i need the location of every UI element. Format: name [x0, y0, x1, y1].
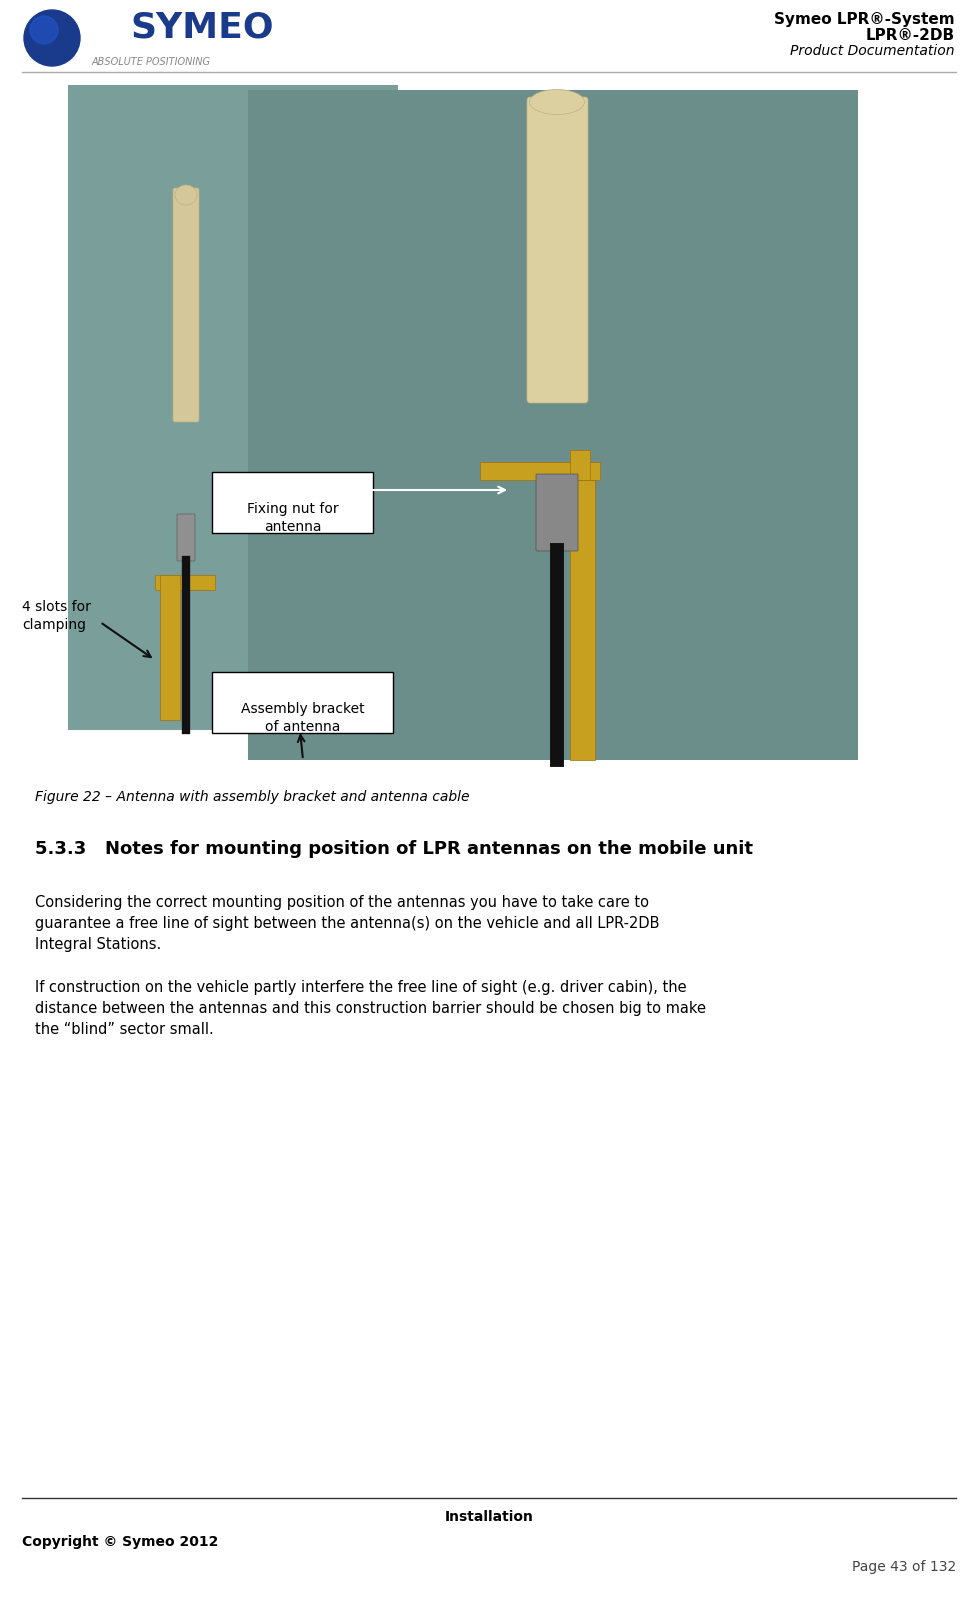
Text: Fixing nut for
antenna: Fixing nut for antenna [247, 502, 338, 534]
Circle shape [30, 16, 58, 45]
FancyBboxPatch shape [535, 475, 577, 551]
Ellipse shape [175, 185, 196, 205]
Circle shape [24, 10, 80, 66]
Text: Page 43 of 132: Page 43 of 132 [851, 1560, 956, 1574]
FancyBboxPatch shape [570, 479, 594, 761]
Text: LPR®-2DB: LPR®-2DB [865, 29, 954, 43]
FancyBboxPatch shape [248, 89, 857, 761]
Circle shape [20, 6, 84, 70]
Text: Product Documentation: Product Documentation [789, 45, 954, 58]
FancyBboxPatch shape [173, 189, 198, 422]
Text: 4 slots for
clamping: 4 slots for clamping [21, 599, 91, 633]
Text: 5.3.3   Notes for mounting position of LPR antennas on the mobile unit: 5.3.3 Notes for mounting position of LPR… [35, 841, 752, 858]
FancyBboxPatch shape [527, 97, 587, 403]
FancyBboxPatch shape [212, 673, 393, 733]
Text: Copyright © Symeo 2012: Copyright © Symeo 2012 [21, 1536, 218, 1548]
FancyBboxPatch shape [68, 85, 398, 730]
FancyBboxPatch shape [570, 451, 589, 479]
FancyBboxPatch shape [154, 575, 215, 590]
FancyBboxPatch shape [160, 575, 180, 721]
Text: Figure 22 – Antenna with assembly bracket and antenna cable: Figure 22 – Antenna with assembly bracke… [35, 789, 469, 804]
Text: Considering the correct mounting position of the antennas you have to take care : Considering the correct mounting positio… [35, 895, 658, 952]
FancyBboxPatch shape [177, 515, 194, 561]
FancyBboxPatch shape [212, 471, 372, 534]
Text: Symeo LPR®-System: Symeo LPR®-System [774, 13, 954, 27]
Text: ABSOLUTE POSITIONING: ABSOLUTE POSITIONING [92, 58, 211, 67]
Text: SYMEO: SYMEO [130, 11, 274, 45]
Text: If construction on the vehicle partly interfere the free line of sight (e.g. dri: If construction on the vehicle partly in… [35, 980, 705, 1037]
FancyBboxPatch shape [480, 462, 599, 479]
Text: Installation: Installation [445, 1510, 532, 1524]
Ellipse shape [529, 89, 584, 115]
Text: Assembly bracket
of antenna: Assembly bracket of antenna [241, 702, 364, 735]
